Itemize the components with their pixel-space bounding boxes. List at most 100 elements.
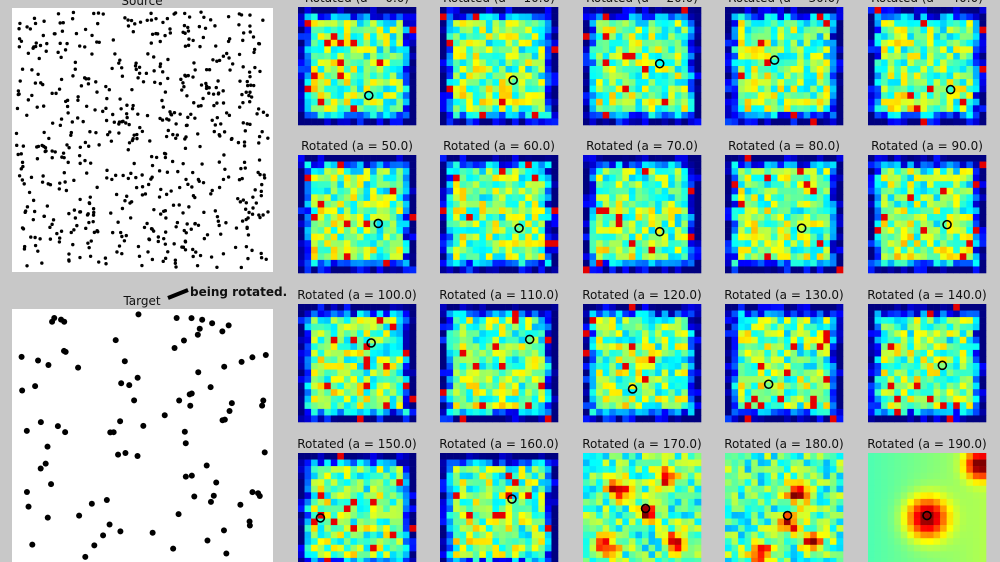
heat-cell [357, 200, 364, 208]
heat-cell [940, 207, 947, 215]
heat-cell [738, 214, 745, 221]
heat-cell [622, 46, 630, 54]
heat-cell [337, 207, 345, 215]
heat-cell [551, 369, 559, 377]
heat-cell [459, 92, 467, 100]
heat-cell [784, 39, 791, 47]
heat-cell [472, 323, 480, 331]
heat-cell [622, 343, 630, 351]
heat-cell [518, 220, 526, 228]
heat-cell [446, 336, 454, 344]
heat-cell [668, 46, 676, 54]
heat-cell [531, 323, 539, 331]
source-dot [144, 71, 149, 76]
heat-cell [648, 118, 656, 126]
heat-cell [744, 181, 752, 189]
heat-cell [940, 7, 947, 14]
heat-cell [596, 161, 603, 169]
source-dot [226, 39, 231, 44]
heat-cell [583, 181, 590, 189]
heat-cell [512, 194, 519, 202]
heat-cell [881, 13, 888, 21]
heat-cell [777, 7, 785, 14]
heat-cell [317, 349, 325, 357]
source-dot [187, 37, 191, 41]
heat-cell [790, 7, 798, 14]
heat-cell [446, 233, 454, 241]
heat-cell [933, 253, 941, 261]
heat-cell [966, 92, 974, 100]
heat-cell [823, 72, 831, 80]
heat-cell [979, 85, 987, 93]
heat-cell [622, 7, 630, 14]
source-dot [65, 143, 69, 147]
heat-cell [744, 214, 752, 221]
target-dot [170, 545, 177, 552]
heat-cell [635, 181, 643, 189]
heat-cell [946, 111, 954, 119]
heat-cell [829, 7, 837, 14]
heat-cell [674, 207, 682, 215]
heat-cell [596, 266, 603, 274]
heat-cell [479, 240, 487, 248]
heat-cell [694, 395, 702, 403]
heat-cell [383, 415, 391, 423]
heat-cell [655, 66, 662, 73]
heat-cell [337, 111, 345, 119]
heat-cell [900, 207, 908, 215]
heat-cell [357, 304, 364, 311]
heat-cell [317, 363, 325, 370]
heat-cell [953, 187, 961, 195]
heat-cell [953, 13, 961, 21]
heat-cell [979, 168, 987, 175]
heat-cell [966, 155, 974, 162]
heat-cell [609, 72, 617, 80]
heat-cell [311, 323, 318, 331]
heat-cell [343, 317, 351, 324]
heat-cell [609, 13, 617, 21]
heat-cell [622, 118, 630, 126]
heat-cell [551, 72, 559, 80]
heat-cell [609, 259, 617, 267]
heat-cell [900, 214, 908, 221]
heat-cell [777, 253, 785, 261]
heat-cell [446, 85, 454, 93]
heat-cell [887, 79, 895, 86]
heat-cell [337, 253, 345, 261]
heat-cell [589, 382, 597, 390]
heat-cell [687, 304, 695, 311]
source-dot [248, 100, 252, 104]
heat-cell [485, 415, 493, 423]
heat-cell [531, 181, 539, 189]
heat-cell [648, 259, 656, 267]
heat-cell [357, 98, 364, 106]
heat-cell [538, 259, 546, 267]
source-dot [97, 143, 101, 147]
heat-cell [913, 46, 921, 54]
heat-cell [472, 207, 480, 215]
heat-cell [979, 187, 987, 195]
heat-cell [979, 214, 987, 221]
heat-cell [655, 343, 662, 351]
heat-cell [744, 66, 752, 73]
heat-cell [757, 187, 765, 195]
heat-cell [505, 402, 513, 410]
source-dot [60, 29, 65, 33]
heat-cell [933, 52, 941, 60]
heat-cell [343, 111, 351, 119]
heat-cell [304, 369, 312, 377]
heat-cell [622, 168, 630, 175]
heat-cell [583, 174, 590, 182]
heat-cell [694, 98, 702, 106]
heat-cell [609, 415, 617, 423]
target-dot [37, 465, 44, 472]
heat-cell [370, 174, 377, 182]
heat-cell [479, 20, 487, 27]
heat-cell [551, 240, 559, 248]
heat-cell [681, 214, 689, 221]
heat-cell [583, 369, 590, 377]
heat-cell [635, 363, 643, 370]
heat-cell [642, 52, 649, 60]
source-dot [83, 140, 88, 145]
heat-cell [538, 7, 546, 14]
